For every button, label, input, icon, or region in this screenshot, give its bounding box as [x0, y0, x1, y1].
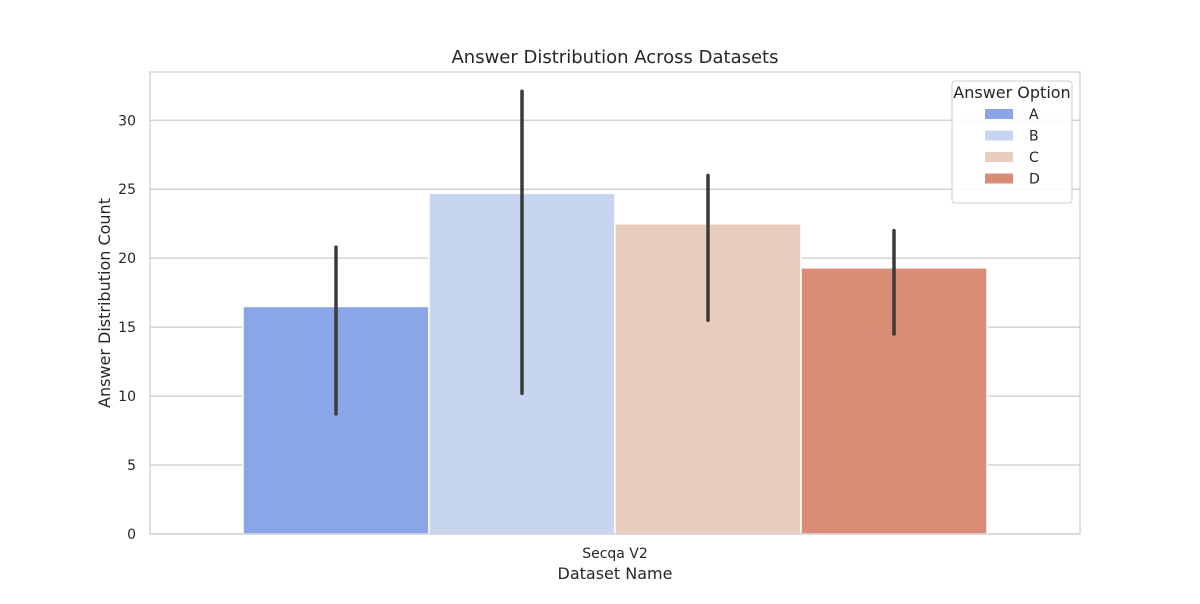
- y-tick-label: 30: [118, 113, 136, 129]
- legend-box: [951, 80, 1073, 204]
- legend-label-c: C: [1029, 150, 1039, 166]
- y-axis-label: Answer Distribution Count: [95, 198, 114, 408]
- legend-label-d: D: [1029, 172, 1040, 188]
- y-tick-label: 25: [118, 182, 136, 198]
- y-tick-label: 0: [127, 527, 136, 543]
- chart-title: Answer Distribution Across Datasets: [451, 47, 778, 68]
- legend-swatch-b: [985, 130, 1013, 141]
- legend-swatch-d: [985, 173, 1013, 184]
- legend-label-b: B: [1029, 129, 1039, 145]
- error-bars: [334, 89, 896, 416]
- legend-swatch-a: [985, 109, 1013, 119]
- y-axis-ticks: 0 5 10 15 20 25 30: [118, 113, 136, 543]
- plot-frame: [149, 71, 1081, 535]
- x-axis-label: Dataset Name: [558, 564, 673, 583]
- y-tick-label: 5: [127, 458, 136, 474]
- legend-label-a: A: [1029, 107, 1039, 123]
- x-tick-label: Secqa V2: [582, 546, 648, 562]
- y-tick-label: 10: [118, 389, 136, 405]
- bars: [242, 192, 988, 535]
- y-tick-label: 20: [118, 251, 136, 267]
- legend-swatch-c: [985, 152, 1013, 162]
- y-tick-label: 15: [118, 320, 136, 336]
- legend-title: Answer Option: [953, 83, 1070, 102]
- x-axis-ticks: Secqa V2: [582, 546, 648, 562]
